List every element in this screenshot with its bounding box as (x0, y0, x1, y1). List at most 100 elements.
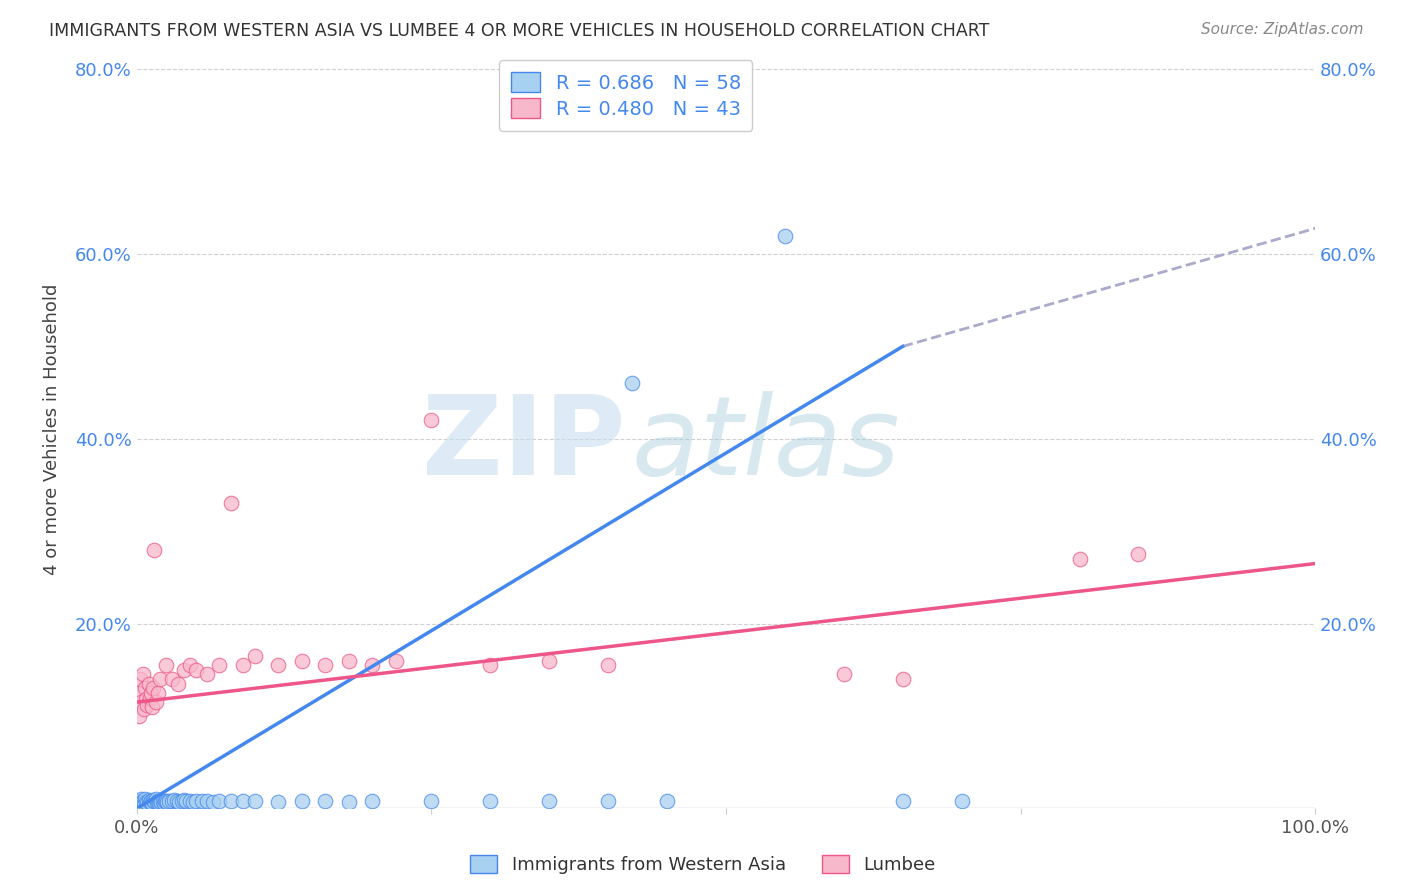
Point (157, 794, 180, 808)
Point (127, 686, 149, 700)
Point (145, 695, 167, 709)
Point (219, 794, 242, 808)
Point (598, 658, 620, 673)
Point (131, 667, 153, 681)
Point (950, 794, 973, 808)
Point (891, 672, 914, 686)
Point (141, 796, 163, 810)
Point (129, 672, 152, 686)
Point (149, 672, 172, 686)
Point (135, 692, 157, 706)
Point (655, 794, 678, 808)
Point (142, 681, 165, 696)
Point (179, 658, 201, 673)
Point (155, 794, 177, 808)
Point (152, 794, 174, 808)
Text: Source: ZipAtlas.com: Source: ZipAtlas.com (1201, 22, 1364, 37)
Point (160, 672, 183, 686)
Text: ZIP: ZIP (422, 392, 626, 499)
Point (136, 796, 159, 810)
Point (620, 376, 643, 391)
Point (146, 794, 169, 808)
Point (232, 658, 254, 673)
Point (337, 654, 360, 668)
Point (149, 794, 172, 808)
Point (155, 658, 177, 673)
Point (337, 795, 360, 809)
Point (197, 667, 219, 681)
Point (291, 794, 314, 808)
Point (479, 658, 502, 673)
Point (773, 228, 796, 243)
Point (598, 794, 620, 808)
Point (166, 794, 188, 808)
Point (134, 792, 156, 806)
Point (153, 794, 176, 808)
Point (160, 794, 183, 808)
Text: IMMIGRANTS FROM WESTERN ASIA VS LUMBEE 4 OR MORE VEHICLES IN HOUSEHOLD CORRELATI: IMMIGRANTS FROM WESTERN ASIA VS LUMBEE 4… (49, 22, 990, 40)
Point (132, 796, 155, 810)
Point (138, 690, 160, 705)
Point (184, 663, 207, 677)
Point (150, 795, 173, 809)
Point (131, 794, 153, 808)
Point (243, 794, 266, 808)
Point (146, 795, 169, 809)
Point (127, 794, 149, 808)
Point (420, 413, 443, 427)
Point (267, 795, 290, 809)
Point (538, 794, 561, 808)
Point (361, 658, 384, 673)
Point (208, 794, 231, 808)
Point (131, 695, 153, 709)
Point (208, 658, 231, 673)
Point (291, 654, 314, 668)
Point (197, 794, 219, 808)
Point (131, 792, 153, 806)
Point (832, 667, 855, 681)
Point (1128, 547, 1150, 561)
Point (179, 794, 201, 808)
Point (173, 793, 195, 807)
Point (1069, 552, 1091, 566)
Point (132, 701, 155, 715)
Point (138, 793, 160, 807)
Point (128, 797, 150, 811)
Legend: Immigrants from Western Asia, Lumbee: Immigrants from Western Asia, Lumbee (461, 846, 945, 883)
Point (135, 795, 157, 809)
Point (163, 793, 186, 807)
Point (136, 698, 159, 712)
Legend: R = 0.686   N = 58, R = 0.480   N = 43: R = 0.686 N = 58, R = 0.480 N = 43 (499, 61, 752, 130)
Point (170, 794, 193, 808)
Point (143, 794, 166, 808)
Point (385, 654, 408, 668)
Point (129, 795, 152, 809)
Point (181, 795, 204, 809)
Point (156, 795, 179, 809)
Point (267, 658, 290, 673)
Point (314, 794, 336, 808)
Point (153, 796, 176, 810)
Point (139, 794, 162, 808)
Point (138, 676, 160, 690)
Text: atlas: atlas (631, 392, 900, 499)
Point (420, 794, 443, 808)
Point (361, 794, 384, 808)
Point (538, 654, 561, 668)
Y-axis label: 4 or more Vehicles in Household: 4 or more Vehicles in Household (44, 284, 60, 575)
Point (134, 681, 156, 696)
Point (145, 792, 167, 806)
Point (142, 793, 165, 807)
Point (184, 794, 207, 808)
Point (167, 795, 190, 809)
Point (167, 676, 190, 690)
Point (891, 794, 914, 808)
Point (173, 663, 195, 677)
Point (232, 794, 254, 808)
Point (138, 795, 160, 809)
Point (146, 686, 169, 700)
Point (190, 794, 212, 808)
Point (148, 796, 170, 810)
Point (202, 795, 225, 809)
Point (143, 542, 166, 557)
